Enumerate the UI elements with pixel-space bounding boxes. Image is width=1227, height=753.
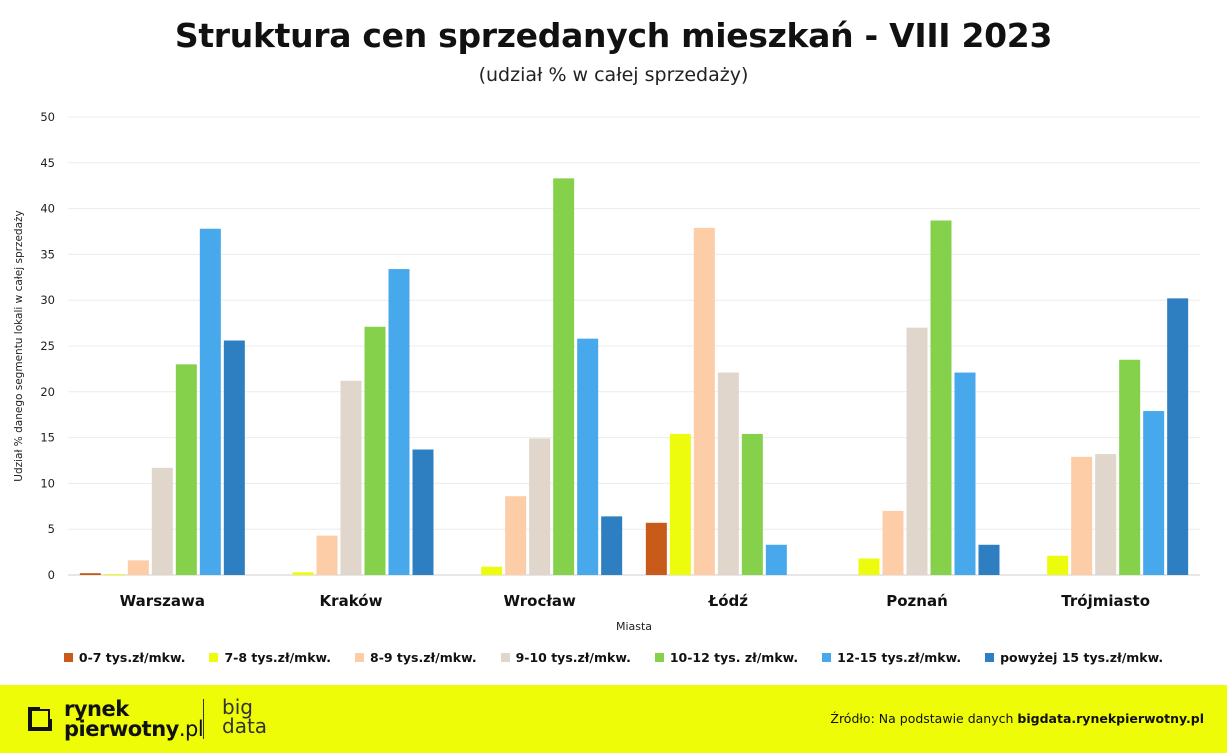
bar: [1119, 359, 1141, 575]
legend-item: 0-7 tys.zł/mkw.: [63, 650, 186, 665]
rynekpierwotny-logo: rynek pierwotny.pl: [26, 697, 204, 741]
bar: [151, 467, 173, 575]
bar: [103, 574, 125, 575]
legend-swatch: [355, 653, 364, 662]
bar-series: [79, 178, 1189, 575]
bar: [127, 560, 149, 575]
y-tick-label: 0: [48, 568, 55, 582]
source-prefix: Źródło: Na podstawie danych: [830, 711, 1014, 726]
y-tick-label: 50: [40, 110, 55, 124]
x-axis-ticks: Warszawa Kraków Wrocław Łódź Poznań Trójmiast…: [120, 592, 1150, 610]
bar: [79, 573, 101, 575]
bar: [741, 433, 763, 575]
legend-item: 8-9 tys.zł/mkw.: [355, 650, 477, 665]
bar: [577, 338, 599, 575]
bar: [669, 433, 691, 575]
y-tick-label: 30: [40, 293, 55, 307]
y-tick-label: 10: [40, 476, 55, 490]
y-tick-label: 20: [40, 385, 55, 399]
bar: [601, 516, 623, 575]
bar: [693, 227, 715, 575]
bar: [882, 510, 904, 575]
bar: [505, 496, 527, 575]
x-tick-label: Wrocław: [503, 592, 576, 610]
x-tick-label: Trójmiasto: [1061, 592, 1150, 610]
legend-label: 12-15 tys.zł/mkw.: [837, 650, 962, 665]
source-link[interactable]: bigdata.rynekpierwotny.pl: [1017, 711, 1204, 726]
bar: [930, 220, 952, 575]
x-tick-label: Kraków: [320, 592, 383, 610]
y-tick-label: 45: [40, 156, 55, 170]
legend-label: 10-12 tys. zł/mkw.: [669, 650, 799, 665]
y-tick-label: 5: [48, 522, 55, 536]
legend-item: 10-12 tys. zł/mkw.: [654, 650, 799, 665]
bar: [412, 449, 434, 575]
y-axis-ticks: 0 5 10 15 20 25 30 35 40 45 50: [40, 110, 55, 582]
bar: [1167, 298, 1189, 575]
logo-divider: [203, 699, 204, 739]
bar: [978, 544, 1000, 575]
chart-legend: 0-7 tys.zł/mkw. 7-8 tys.zł/mkw. 8-9 tys.zł…: [0, 650, 1227, 665]
legend-label: 0-7 tys.zł/mkw.: [78, 650, 186, 665]
bar: [858, 558, 880, 575]
bigdata-line-1: big: [222, 695, 253, 719]
x-tick-label: Warszawa: [120, 592, 205, 610]
chart-title: Struktura cen sprzedanych mieszkań - VII…: [174, 16, 1053, 55]
legend-swatch: [500, 653, 510, 662]
legend-label: 7-8 tys.zł/mkw.: [224, 650, 331, 665]
legend-swatch: [822, 653, 832, 662]
x-axis-label: Miasta: [616, 620, 652, 633]
bar-chart: 0 5 10 15 20 25 30 35 40 45 50 Warszawa Kraków Wrocł…: [13, 110, 1200, 633]
legend-item: 12-15 tys.zł/mkw.: [822, 650, 961, 665]
bar: [1071, 456, 1093, 575]
bigdata-line-2: data: [222, 714, 268, 738]
bar: [340, 380, 362, 575]
bar: [553, 178, 575, 575]
bar: [199, 228, 221, 575]
legend-label: powyżej 15 tys.zł/mkw.: [1000, 650, 1164, 665]
legend-item: 7-8 tys.zł/mkw.: [209, 650, 331, 665]
bar: [364, 326, 386, 575]
footer-bar: rynek pierwotny.pl big data Źródło: Na p…: [0, 685, 1227, 753]
legend-item: 9-10 tys.zł/mkw.: [500, 650, 631, 665]
legend-swatch: [63, 653, 73, 662]
bar: [175, 364, 197, 575]
x-tick-label: Łódź: [708, 592, 749, 610]
y-axis-label: Udział % danego segmentu lokali w całej …: [13, 210, 25, 481]
bar: [765, 544, 787, 575]
y-tick-label: 25: [40, 339, 55, 353]
bar: [1047, 555, 1069, 575]
logo-mark-icon: [28, 705, 54, 731]
bar: [717, 372, 739, 575]
bar: [481, 566, 503, 575]
legend-label: 8-9 tys.zł/mkw.: [370, 650, 477, 665]
legend-swatch: [209, 653, 219, 662]
legend-swatch: [654, 653, 664, 662]
bar: [906, 327, 928, 575]
bar: [292, 572, 314, 575]
x-tick-label: Poznań: [886, 592, 948, 610]
bar: [316, 535, 338, 575]
source-note: Źródło: Na podstawie danych bigdata.ryne…: [830, 711, 1204, 726]
legend-item: powyżej 15 tys.zł/mkw.: [985, 650, 1163, 665]
y-tick-label: 35: [40, 247, 55, 261]
legend-label: 9-10 tys.zł/mkw.: [515, 650, 631, 665]
bar: [223, 340, 245, 575]
bar: [645, 522, 667, 575]
logo-line-1: rynek: [64, 697, 129, 721]
chart-subtitle: (udział % w całej sprzedaży): [478, 64, 749, 86]
grid-lines: [68, 116, 1200, 576]
bigdata-logo: big data: [222, 695, 268, 738]
bar: [1143, 411, 1165, 575]
y-tick-label: 15: [40, 431, 55, 445]
legend-swatch: [985, 653, 995, 662]
bar: [388, 269, 410, 575]
logo-line-2: pierwotny: [64, 717, 179, 741]
logo-suffix: .pl: [178, 717, 204, 741]
bar: [1095, 454, 1117, 575]
y-tick-label: 40: [40, 202, 55, 216]
bar: [529, 438, 551, 575]
bar: [954, 372, 976, 575]
